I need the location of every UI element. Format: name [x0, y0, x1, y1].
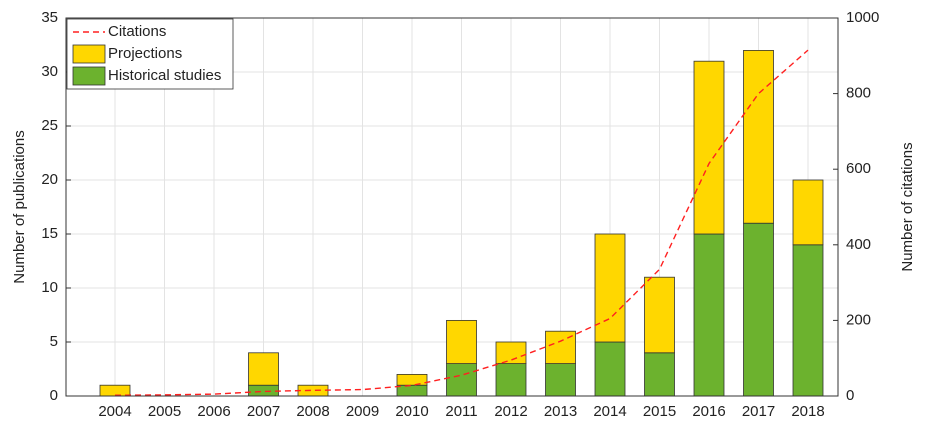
x-tick-label: 2015 — [643, 403, 676, 420]
bar — [644, 352, 675, 397]
x-tick-label: 2005 — [148, 403, 181, 420]
legend-label: Historical studies — [108, 67, 221, 84]
y2-tick-label: 200 — [846, 311, 871, 328]
y-tick-label: 20 — [41, 171, 58, 188]
x-tick-label: 2018 — [791, 403, 824, 420]
bar — [495, 341, 527, 365]
y-axis-label: Number of publications — [11, 130, 28, 283]
bar — [594, 233, 626, 343]
bar — [792, 244, 824, 397]
bar — [446, 363, 477, 397]
y2-tick-label: 800 — [846, 85, 871, 102]
bar — [693, 233, 725, 397]
bar — [396, 373, 428, 386]
y2-tick-label: 400 — [846, 236, 871, 253]
x-tick-label: 2008 — [296, 403, 329, 420]
bar — [743, 50, 774, 224]
y-tick-label: 10 — [41, 279, 58, 296]
bar — [792, 179, 824, 246]
bar — [248, 384, 279, 397]
x-tick-label: 2009 — [346, 403, 379, 420]
y-tick-label: 0 — [50, 387, 58, 404]
x-tick-label: 2011 — [445, 403, 477, 420]
y-tick-label: 25 — [41, 117, 58, 134]
y2-tick-label: 1000 — [846, 9, 879, 26]
bar — [495, 363, 527, 397]
bar — [297, 384, 329, 397]
y-tick-label: 5 — [50, 333, 58, 350]
bar — [743, 222, 774, 397]
x-tick-label: 2007 — [247, 403, 280, 420]
bar — [545, 363, 576, 397]
bar — [594, 341, 626, 397]
x-tick-label: 2017 — [742, 403, 775, 420]
x-tick-label: 2014 — [593, 403, 626, 420]
y2-tick-label: 600 — [846, 160, 871, 177]
x-tick-label: 2004 — [98, 403, 131, 420]
x-tick-label: 2010 — [395, 403, 428, 420]
x-tick-label: 2006 — [197, 403, 230, 420]
legend-label: Citations — [108, 23, 166, 40]
x-tick-label: 2012 — [494, 403, 527, 420]
bar — [396, 384, 428, 397]
line — [114, 49, 809, 396]
y2-axis-label: Number of citations — [899, 142, 916, 271]
y-tick-label: 30 — [41, 63, 58, 80]
bar — [693, 60, 725, 235]
bar — [248, 352, 279, 386]
legend-swatch — [72, 66, 106, 86]
bar — [446, 319, 477, 364]
y-tick-label: 35 — [41, 9, 58, 26]
y-tick-label: 15 — [41, 225, 58, 242]
x-tick-label: 2013 — [544, 403, 577, 420]
legend-label: Projections — [108, 45, 182, 62]
y2-tick-label: 0 — [846, 387, 854, 404]
x-tick-label: 2016 — [692, 403, 725, 420]
plot-frame — [65, 17, 839, 397]
legend-swatch — [72, 44, 106, 64]
bar — [99, 384, 131, 397]
bar — [644, 276, 675, 354]
